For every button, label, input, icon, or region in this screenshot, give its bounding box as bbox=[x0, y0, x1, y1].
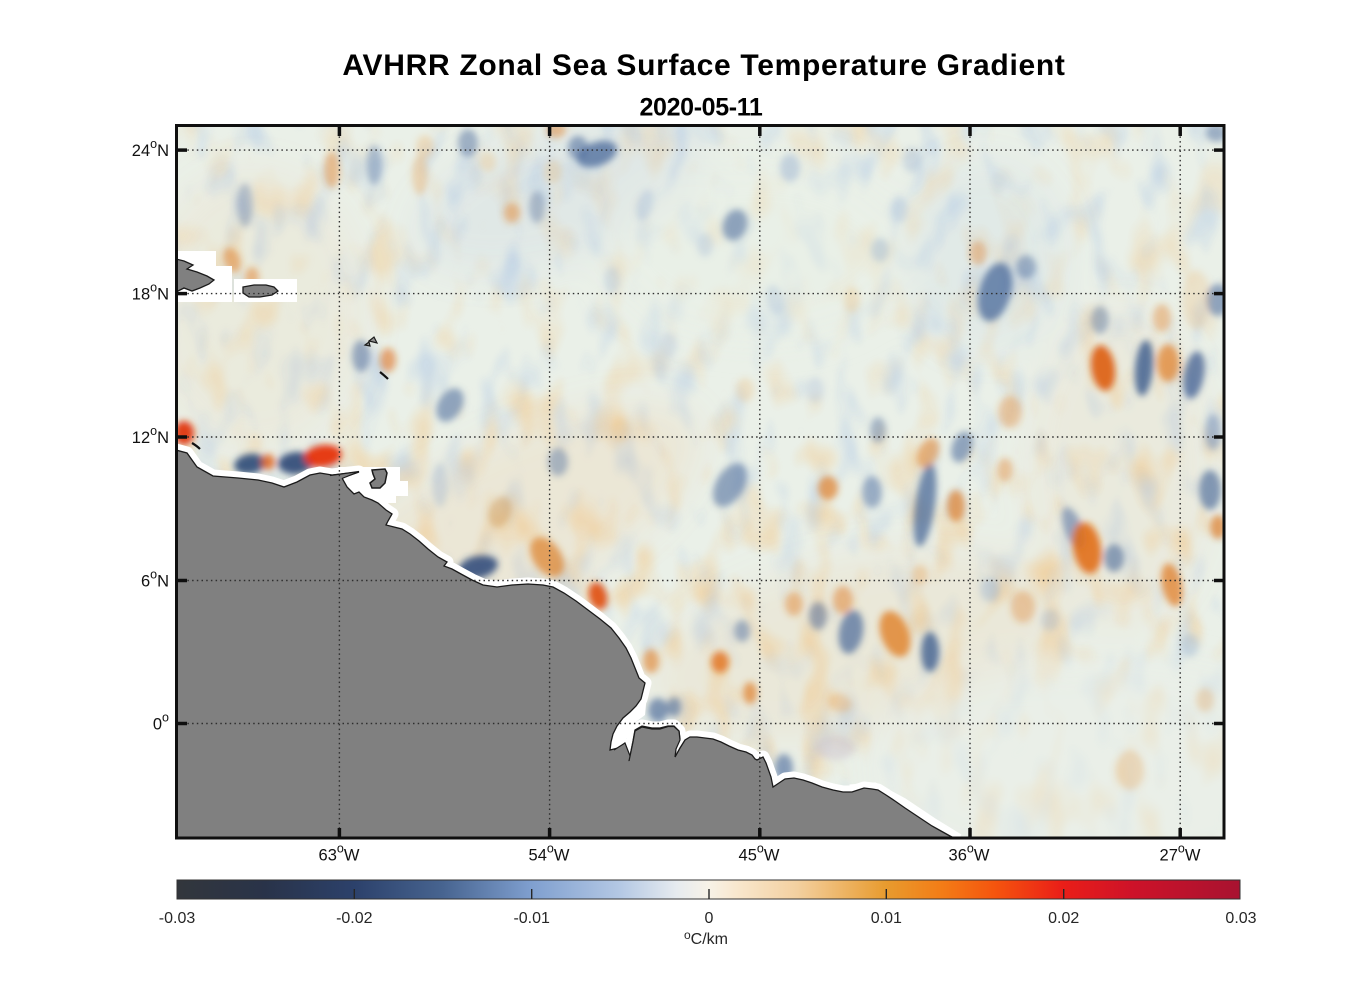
svg-text:-0.03: -0.03 bbox=[159, 910, 196, 927]
svg-text:AVHRR Zonal Sea Surface Temper: AVHRR Zonal Sea Surface Temperature Grad… bbox=[342, 49, 1065, 82]
svg-text:oC/km: oC/km bbox=[684, 928, 728, 948]
svg-text:18oN: 18oN bbox=[132, 281, 169, 304]
svg-text:63oW: 63oW bbox=[319, 842, 360, 865]
svg-text:24oN: 24oN bbox=[132, 137, 169, 160]
svg-text:0: 0 bbox=[705, 910, 714, 927]
svg-text:0.03: 0.03 bbox=[1225, 910, 1256, 927]
svg-text:2020-05-11: 2020-05-11 bbox=[639, 94, 762, 122]
svg-text:27oW: 27oW bbox=[1160, 842, 1201, 865]
svg-text:54oW: 54oW bbox=[529, 842, 570, 865]
svg-text:45oW: 45oW bbox=[739, 842, 780, 865]
svg-text:0.02: 0.02 bbox=[1048, 910, 1079, 927]
svg-text:-0.02: -0.02 bbox=[336, 910, 373, 927]
svg-text:0.01: 0.01 bbox=[871, 910, 902, 927]
svg-text:6oN: 6oN bbox=[141, 568, 169, 591]
svg-text:36oW: 36oW bbox=[949, 842, 990, 865]
svg-text:-0.01: -0.01 bbox=[513, 910, 550, 927]
svg-text:12oN: 12oN bbox=[132, 424, 169, 447]
